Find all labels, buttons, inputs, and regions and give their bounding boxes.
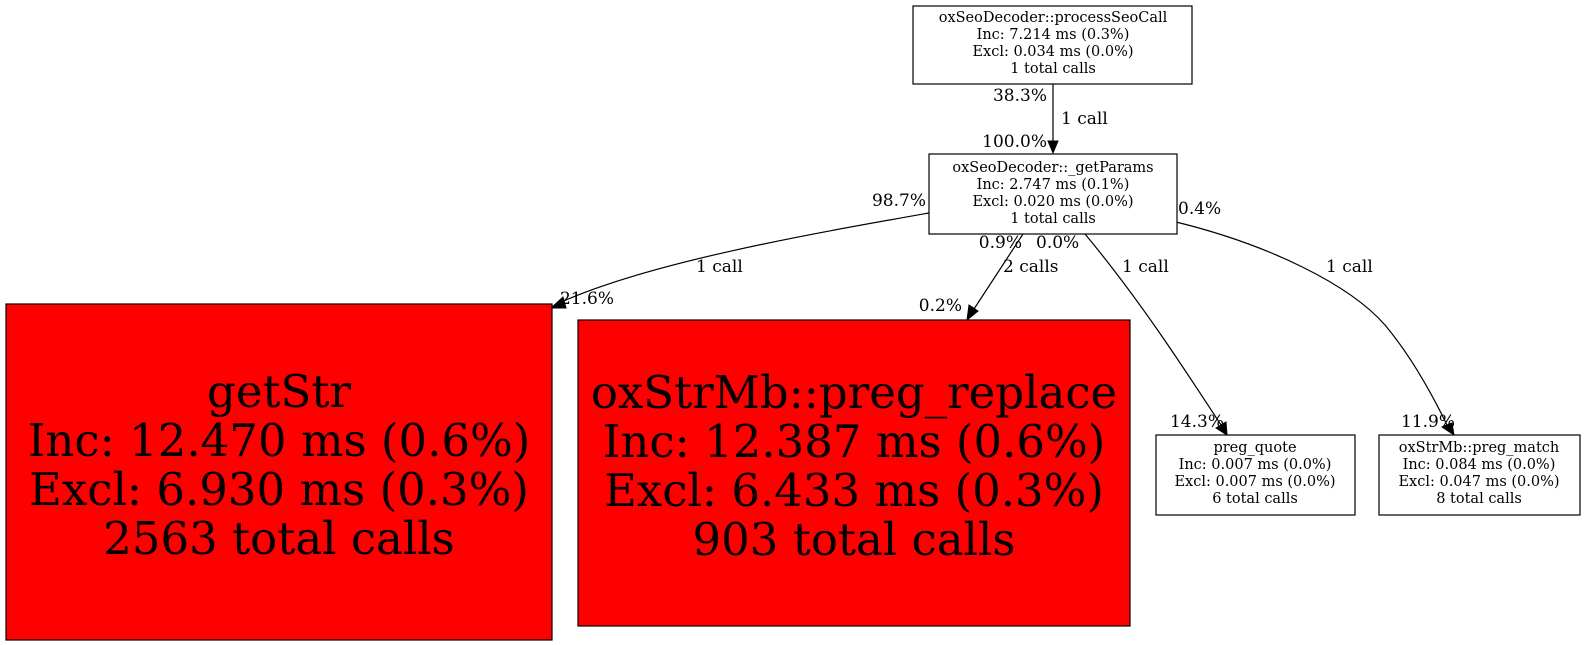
arrowhead-icon — [1440, 422, 1455, 437]
node-box — [912, 5, 1193, 85]
edge-call-label: 1 call — [696, 257, 743, 277]
node-function-name: preg_quote — [1213, 440, 1296, 456]
edge-head-percent: 21.6% — [560, 289, 614, 309]
edge-getparams-pregreplace: 2 calls 0.9% 0.2% — [919, 233, 1058, 322]
edge-tail-percent: 38.3% — [993, 86, 1047, 106]
edge-getparams-pregquote: 1 call 0.0% 14.3% — [1036, 233, 1228, 436]
node-inclusive-time: Inc: 0.084 ms (0.0%) — [1403, 457, 1556, 473]
edge-tail-percent: 0.0% — [1036, 233, 1079, 253]
node-function-name: oxSeoDecoder::processSeoCall — [939, 10, 1168, 26]
node-pregquote[interactable]: preg_quote Inc: 0.007 ms (0.0%) Excl: 0.… — [1155, 434, 1356, 516]
node-exclusive-time: Excl: 0.020 ms (0.0%) — [972, 194, 1133, 210]
node-total-calls: 2563 total calls — [103, 512, 455, 565]
node-processseocall[interactable]: oxSeoDecoder::processSeoCall Inc: 7.214 … — [912, 5, 1193, 85]
edge-call-label: 1 call — [1061, 109, 1108, 129]
edge-call-label: 1 call — [1122, 257, 1169, 277]
node-inclusive-time: Inc: 12.387 ms (0.6%) — [603, 415, 1106, 468]
edge-tail-percent: 0.4% — [1178, 199, 1221, 219]
node-function-name: oxSeoDecoder::_getParams — [952, 160, 1153, 176]
node-total-calls: 8 total calls — [1436, 491, 1522, 507]
node-total-calls: 1 total calls — [1010, 61, 1096, 77]
arrowhead-icon — [1215, 421, 1228, 436]
edge-head-percent: 11.9% — [1401, 412, 1455, 432]
node-inclusive-time: Inc: 0.007 ms (0.0%) — [1179, 457, 1332, 473]
node-box — [1155, 434, 1356, 516]
node-exclusive-time: Excl: 6.930 ms (0.3%) — [29, 463, 529, 516]
arrowhead-icon — [966, 304, 979, 322]
node-getparams[interactable]: oxSeoDecoder::_getParams Inc: 2.747 ms (… — [928, 153, 1178, 235]
node-exclusive-time: Excl: 0.007 ms (0.0%) — [1174, 474, 1335, 490]
node-inclusive-time: Inc: 7.214 ms (0.3%) — [977, 27, 1130, 43]
edge-processseocall-getparams: 1 call 38.3% 100.0% — [982, 84, 1108, 155]
edge-tail-percent: 98.7% — [872, 191, 926, 211]
node-total-calls: 903 total calls — [693, 513, 1016, 566]
edge-tail-percent: 0.9% — [979, 233, 1022, 253]
edge-line — [1084, 233, 1222, 426]
edge-line — [1175, 221, 1448, 426]
edge-call-label: 1 call — [1326, 257, 1373, 277]
node-function-name: getStr — [207, 365, 351, 418]
node-total-calls: 1 total calls — [1010, 211, 1096, 227]
edge-getparams-getstr: 1 call 98.7% 21.6% — [549, 191, 930, 309]
edge-getparams-pregmatch: 1 call 0.4% 11.9% — [1175, 199, 1455, 437]
node-pregmatch[interactable]: oxStrMb::preg_match Inc: 0.084 ms (0.0%)… — [1378, 434, 1581, 516]
node-inclusive-time: Inc: 12.470 ms (0.6%) — [28, 414, 531, 467]
edge-head-percent: 14.3% — [1170, 412, 1224, 432]
node-exclusive-time: Excl: 6.433 ms (0.3%) — [604, 464, 1104, 517]
arrowhead-icon — [549, 296, 567, 309]
edge-line — [558, 212, 930, 304]
node-total-calls: 6 total calls — [1212, 491, 1298, 507]
edge-head-percent: 100.0% — [982, 132, 1047, 152]
node-function-name: oxStrMb::preg_match — [1399, 440, 1560, 456]
arrowhead-icon — [1047, 140, 1059, 155]
edge-head-percent: 0.2% — [919, 296, 962, 316]
node-box — [577, 319, 1131, 627]
node-exclusive-time: Excl: 0.034 ms (0.0%) — [972, 44, 1133, 60]
node-box — [1378, 434, 1581, 516]
node-box — [5, 303, 553, 641]
node-exclusive-time: Excl: 0.047 ms (0.0%) — [1398, 474, 1559, 490]
edge-call-label: 2 calls — [1003, 257, 1058, 277]
node-box — [928, 153, 1178, 235]
node-inclusive-time: Inc: 2.747 ms (0.1%) — [977, 177, 1130, 193]
edge-line — [973, 233, 1024, 310]
node-pregreplace[interactable]: oxStrMb::preg_replace Inc: 12.387 ms (0.… — [577, 319, 1131, 627]
node-getstr[interactable]: getStr Inc: 12.470 ms (0.6%) Excl: 6.930… — [5, 303, 553, 641]
node-function-name: oxStrMb::preg_replace — [591, 366, 1117, 419]
